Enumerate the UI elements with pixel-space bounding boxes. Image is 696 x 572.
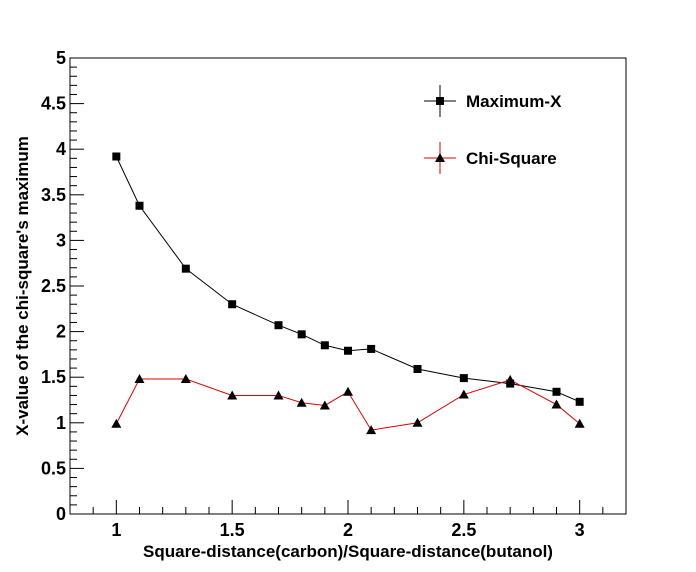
y-tick-label: 1.5 xyxy=(41,367,66,387)
series-chi-square xyxy=(111,374,585,435)
plot-frame xyxy=(69,57,627,515)
legend-marker xyxy=(435,153,445,162)
series-layer xyxy=(111,152,585,435)
x-tick-label: 1 xyxy=(111,520,121,540)
data-point xyxy=(180,374,191,384)
y-tick-label: 0.5 xyxy=(41,458,66,478)
series-line xyxy=(115,156,580,403)
legend-entry: Maximum-X xyxy=(424,85,562,117)
x-tick-label: 2 xyxy=(343,520,353,540)
data-point xyxy=(297,330,306,339)
legend-label: Maximum-X xyxy=(466,92,562,111)
y-tick-label: 3 xyxy=(56,230,66,250)
data-point xyxy=(343,386,353,396)
data-point xyxy=(320,341,329,350)
y-tick-label: 2 xyxy=(56,322,66,342)
data-point xyxy=(575,397,584,406)
data-point xyxy=(135,201,144,210)
series-maximum-x xyxy=(112,152,584,406)
y-tick-label: 4.5 xyxy=(41,94,66,114)
data-point xyxy=(574,418,585,428)
data-point xyxy=(274,321,283,330)
data-point xyxy=(366,425,377,435)
data-point xyxy=(459,374,468,383)
data-point xyxy=(413,364,422,373)
y-tick-label: 4 xyxy=(56,139,66,159)
data-point xyxy=(296,397,307,407)
legend-entry: Chi-Square xyxy=(424,142,557,174)
legend-marker xyxy=(436,97,444,105)
x-tick-label: 2.5 xyxy=(451,520,476,540)
data-point xyxy=(319,400,330,410)
data-point xyxy=(551,399,562,409)
data-point xyxy=(227,390,238,400)
data-point xyxy=(552,387,561,396)
x-axis-title: Square-distance(carbon)/Square-distance(… xyxy=(143,542,553,561)
data-point xyxy=(458,389,469,399)
y-tick-label: 0 xyxy=(56,504,66,524)
x-tick-label: 1.5 xyxy=(220,520,245,540)
data-point xyxy=(505,374,516,384)
axes: 1 1.5 2 2.5 3 0 0.5 1 1.5 2 2.5 3 3.5 4 4.5 5 xyxy=(41,48,604,540)
y-tick-label: 1 xyxy=(56,413,66,433)
data-point xyxy=(111,418,122,428)
data-point xyxy=(367,344,376,353)
y-tick-label: 3.5 xyxy=(41,185,66,205)
data-point xyxy=(273,390,284,400)
data-point xyxy=(344,346,352,355)
y-axis-title: X-value of the chi-square's maximum xyxy=(13,136,32,436)
x-tick-label: 3 xyxy=(575,520,585,540)
legend-label: Chi-Square xyxy=(466,149,557,168)
data-point xyxy=(228,300,237,309)
data-point xyxy=(134,374,145,384)
series-line xyxy=(115,378,580,431)
data-point xyxy=(112,152,121,161)
data-point xyxy=(181,264,190,273)
legend: Maximum-X Chi-Square xyxy=(424,85,562,174)
y-tick-label: 2.5 xyxy=(41,276,66,296)
y-tick-label: 5 xyxy=(56,48,66,68)
data-point xyxy=(412,417,423,427)
